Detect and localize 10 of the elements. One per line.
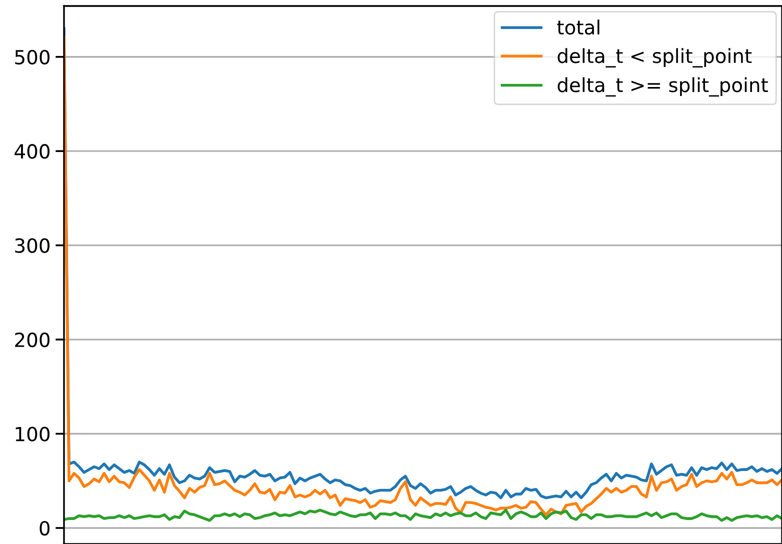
line-series [64,508,782,522]
legend-label: total [557,20,600,35]
y-tick-label: 200 [15,332,50,348]
legend-label: delta_t < split_point [558,48,752,68]
legend-label: delta_t >= split_point [558,77,768,97]
y-tick-label: 100 [16,426,50,442]
y-tick-label: 400 [14,144,50,159]
y-tick-label: 500 [15,50,50,65]
y-tick-label: 0 [40,520,50,536]
y-tick-label: 300 [15,238,50,253]
